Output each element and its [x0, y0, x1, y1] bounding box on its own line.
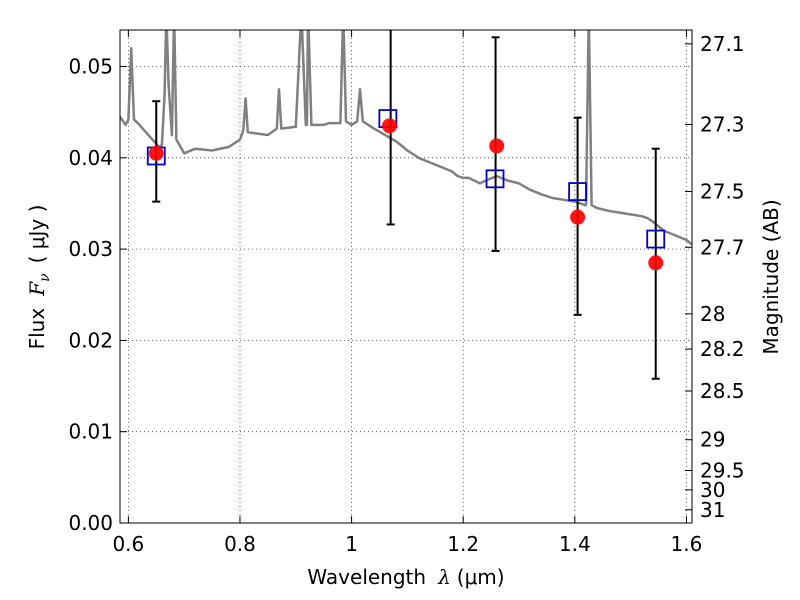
y-axis-label-text: Flux — [25, 308, 49, 350]
y2-tick-label-6: 28.5 — [700, 379, 745, 403]
tick-labels: 0.6 0.8 1 1.2 1.4 1.6 0.00 0.01 0.02 0.03 0.04 0.05… — [68, 32, 744, 556]
y-axis-subscript: ν — [37, 273, 53, 282]
x-tick-label-5: 1.6 — [671, 532, 703, 556]
observed-point-3 — [570, 209, 586, 225]
x-axis-unit: (μm) — [457, 565, 505, 589]
x-tick-label-1: 0.8 — [224, 532, 256, 556]
y-axis-label: Flux Fν ( μJy ) — [25, 205, 53, 350]
y2-tick-label-4: 28 — [700, 302, 725, 326]
grid — [120, 30, 692, 524]
plot-frame — [119, 29, 693, 524]
y-axis-symbol: F — [25, 281, 49, 297]
y2-tick-label-5: 28.2 — [700, 337, 745, 361]
x-tick-label-2: 1 — [345, 532, 358, 556]
model-square-4 — [646, 229, 666, 249]
x-axis-symbol: λ — [437, 565, 451, 589]
y2-tick-label-2: 27.5 — [700, 180, 745, 204]
model-square-2 — [485, 169, 505, 189]
observed-point-0 — [148, 145, 164, 161]
y2-tick-label-0: 27.1 — [700, 32, 745, 56]
y-tick-label-1: 0.01 — [68, 420, 113, 444]
y2-axis-label: Magnitude (AB) — [759, 199, 783, 354]
x-axis-label-text: Wavelength — [307, 565, 426, 589]
observed-point-2 — [489, 138, 505, 154]
y-tick-label-0: 0.00 — [68, 511, 113, 535]
x-axis-label: Wavelength λ (μm) — [307, 565, 504, 589]
y-tick-label-3: 0.03 — [68, 237, 113, 261]
y2-tick-label-1: 27.3 — [700, 112, 745, 136]
y-tick-label-2: 0.02 — [68, 328, 113, 352]
axis-ticks — [120, 30, 692, 524]
model-square-3 — [568, 182, 587, 201]
y-tick-label-5: 0.05 — [68, 55, 113, 79]
spectrum-line — [120, 30, 692, 246]
y-tick-label-4: 0.04 — [68, 146, 113, 170]
x-tick-label-4: 1.4 — [559, 532, 591, 556]
y2-tick-label-8: 29.5 — [700, 458, 745, 482]
y2-tick-label-10: 31 — [700, 498, 725, 522]
y2-tick-label-7: 29 — [700, 428, 725, 452]
observed-point-1 — [382, 118, 398, 134]
y2-tick-label-3: 27.7 — [700, 235, 745, 259]
x-tick-label-3: 1.2 — [447, 532, 479, 556]
x-tick-label-0: 0.6 — [112, 532, 144, 556]
y2-tick-label-9: 30 — [700, 478, 725, 502]
observed-point-4 — [648, 255, 664, 271]
plot-area — [120, 30, 692, 380]
y-axis-unit: ( μJy ) — [25, 205, 49, 264]
